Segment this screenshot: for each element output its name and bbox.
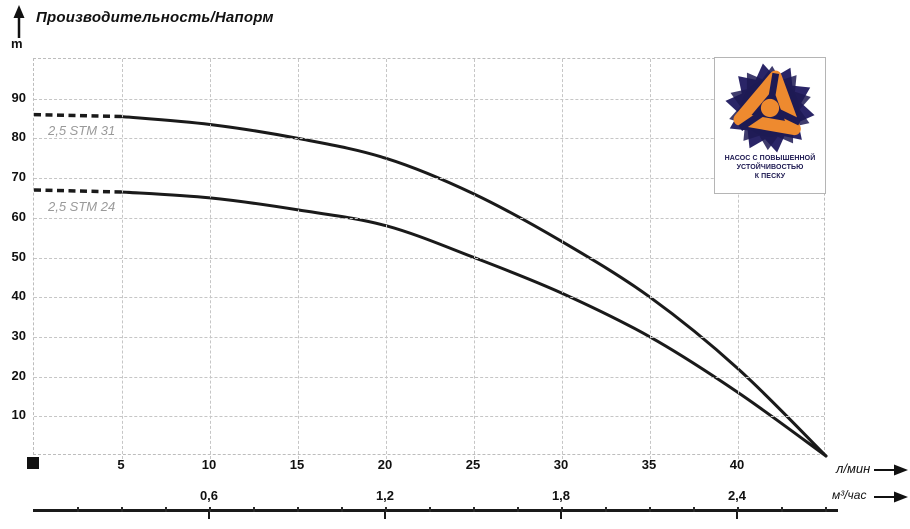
secondary-axis-notch [517, 507, 519, 512]
h-gridline [34, 257, 824, 259]
h-gridline [34, 336, 824, 338]
secondary-axis-notch [605, 507, 607, 512]
x-tick-label-lmin: 5 [117, 457, 125, 472]
secondary-axis-tick [208, 512, 210, 519]
pump-rotor-flower-icon [725, 63, 815, 153]
secondary-axis-notch [429, 507, 431, 512]
y-tick-label: 50 [11, 248, 26, 264]
series-label-stm31: 2,5 STM 31 [48, 123, 116, 138]
badge-caption-line2: УСТОЙЧИВОСТЬЮ [736, 164, 804, 172]
h-gridline [34, 138, 824, 140]
y-tick-label: 90 [11, 89, 26, 105]
v-gridline [122, 59, 123, 459]
primary-axis-arrow-icon [874, 464, 908, 476]
secondary-axis-notch [253, 507, 255, 512]
v-gridline [386, 59, 387, 459]
badge-caption: НАСОС С ПОВЫШЕННОЙ УСТОЙЧИВОСТЬЮ К ПЕСКУ [715, 154, 825, 181]
h-gridline [34, 178, 824, 180]
badge-caption-line1: НАСОС С ПОВЫШЕННОЙ [724, 155, 816, 162]
badge-caption-line3: К ПЕСКУ [754, 173, 786, 181]
x-tick-label-m3h: 1,8 [551, 488, 571, 503]
v-gridline [298, 59, 299, 459]
h-gridline [34, 376, 824, 378]
secondary-axis-notch [649, 507, 651, 512]
v-gridline [650, 59, 651, 459]
y-tick-label: 30 [11, 327, 26, 343]
y-tick-label: 70 [11, 169, 26, 185]
secondary-axis-arrow-icon [874, 491, 908, 503]
secondary-axis-tick [384, 512, 386, 519]
curve-dashed-segment-1 [33, 188, 123, 194]
y-tick-label: 20 [11, 367, 26, 383]
y-tick-label: 60 [11, 208, 26, 224]
x-tick-label-lmin: 20 [377, 457, 393, 472]
secondary-axis-notch [77, 507, 79, 512]
plot-area: 2,5 STM 31 2,5 STM 24 [33, 58, 828, 459]
sand-resistant-pump-badge: НАСОС С ПОВЫШЕННОЙ УСТОЙЧИВОСТЬЮ К ПЕСКУ [714, 57, 826, 194]
curve-dashed-segment-0 [33, 112, 123, 119]
curve-solid-segment-0 [120, 115, 828, 458]
y-tick-label: 80 [11, 129, 26, 145]
secondary-axis-notch [825, 507, 827, 512]
x-tick-label-m3h: 1,2 [375, 488, 395, 503]
x-tick-label-lmin: 15 [289, 457, 305, 472]
secondary-axis-notch [165, 507, 167, 512]
v-gridline [562, 59, 563, 459]
secondary-axis-notch [693, 507, 695, 512]
secondary-axis-notch [121, 507, 123, 512]
secondary-axis-notch [385, 507, 387, 512]
chart-title: Производительность/Напорм [36, 9, 274, 26]
series-label-stm24: 2,5 STM 24 [48, 199, 116, 214]
secondary-axis-notch [341, 507, 343, 512]
h-gridline [34, 416, 824, 418]
secondary-axis-notch [473, 507, 475, 512]
y-tick-label: 40 [11, 288, 26, 304]
secondary-axis-notch [297, 507, 299, 512]
secondary-axis-tick [560, 512, 562, 519]
secondary-axis-line [33, 509, 838, 512]
secondary-axis-unit-label: м³/час [832, 488, 867, 502]
secondary-axis-notch [737, 507, 739, 512]
secondary-axis-notch [561, 507, 563, 512]
x-tick-label-lmin: 35 [641, 457, 657, 472]
v-gridline [738, 59, 739, 459]
x-tick-label-m3h: 2,4 [727, 488, 747, 503]
y-tick-label: 10 [11, 407, 26, 423]
y-axis-arrow-icon [13, 5, 25, 38]
secondary-axis-notch [209, 507, 211, 512]
secondary-axis-tick [736, 512, 738, 519]
origin-marker [27, 457, 39, 469]
v-gridline [210, 59, 211, 459]
x-tick-label-m3h: 0,6 [199, 488, 219, 503]
h-gridline [34, 297, 824, 299]
y-axis-unit-label: m [11, 36, 23, 51]
x-tick-label-lmin: 30 [553, 457, 569, 472]
v-gridline [474, 59, 475, 459]
primary-axis-unit-label: л/мин [836, 461, 871, 476]
h-gridline [34, 217, 824, 219]
x-tick-label-lmin: 25 [465, 457, 481, 472]
secondary-axis-notch [781, 507, 783, 512]
x-tick-label-lmin: 40 [729, 457, 745, 472]
h-gridline [34, 98, 824, 100]
x-tick-label-lmin: 10 [201, 457, 217, 472]
